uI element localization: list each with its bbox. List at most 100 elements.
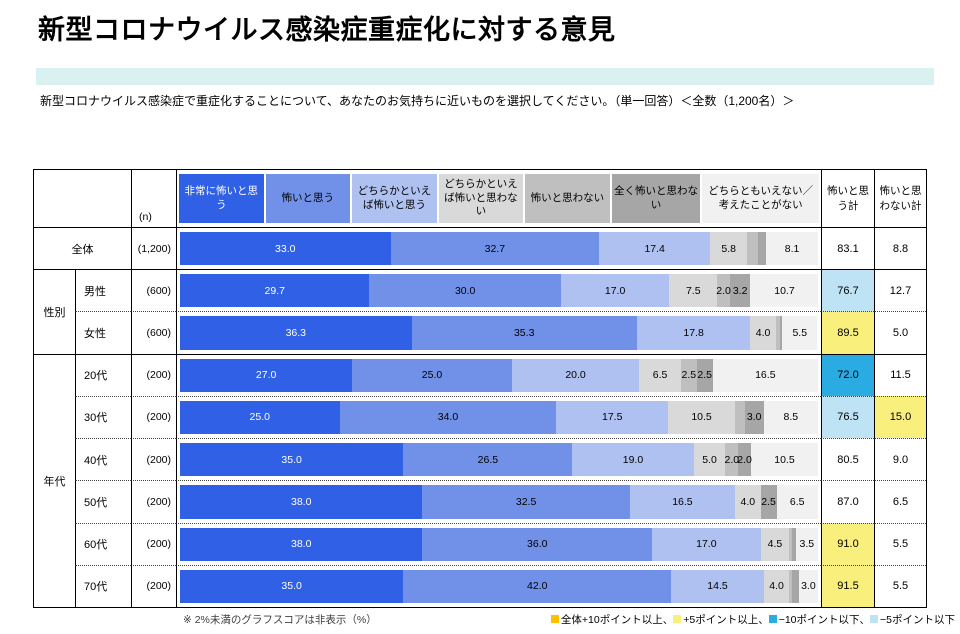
bar-segment-label: 10.5 (691, 411, 712, 424)
bar-segment: 6.5 (639, 358, 681, 392)
bar-segment-label: 6.5 (789, 495, 805, 508)
bar-segment: 32.5 (422, 485, 630, 519)
bar-segment-label: 38.0 (291, 495, 312, 508)
bar-segment-label: 2.0 (724, 453, 740, 466)
group-cell-age: 年代 (34, 353, 75, 607)
bar-segment-label: 27.0 (255, 369, 277, 382)
bar-segment-label: 34.0 (437, 411, 459, 424)
bar-segment: 36.0 (422, 527, 653, 561)
legend-item: −10ポイント以下、 (768, 612, 871, 627)
row-label-70s: 70代 (75, 564, 131, 607)
bar-segment: 4.0 (750, 316, 776, 350)
bar-segment: 25.0 (180, 400, 340, 435)
legend-label: −5ポイント以下 (880, 613, 955, 626)
bar-segment: 3.5 (795, 527, 818, 561)
bar-segment: 5.8 (710, 232, 748, 266)
bar-segment: 4.0 (763, 569, 790, 603)
bar-segment: 17.0 (560, 274, 670, 308)
bar-segment: 38.0 (180, 527, 423, 561)
bar-segment: 7.5 (669, 274, 718, 308)
bar-segment-label: 4.0 (740, 495, 756, 508)
bar-segment: 34.0 (339, 400, 557, 435)
bar-cell: 33.0 32.7 17.4 5.8 8.1 (176, 227, 821, 270)
bar-segment (789, 527, 793, 561)
n-cell: (200) (131, 564, 176, 607)
bar-segment-label: 16.5 (672, 495, 693, 508)
legend-label: −10ポイント以下、 (778, 613, 871, 626)
total-nofear-header: 怖いと思わない計 (874, 170, 926, 227)
bar-segment: 17.4 (599, 232, 711, 266)
total-fear-header: 怖いと思う計 (821, 170, 874, 227)
bar-segment (780, 316, 783, 350)
n-cell: (200) (131, 522, 176, 565)
legend-swatch-plus10-icon (550, 615, 559, 623)
bar-segment: 36.3 (180, 316, 412, 350)
n-cell: (200) (131, 480, 176, 523)
bar-segment: 2.5 (760, 485, 777, 519)
legend-item: +5ポイント以上、 (673, 612, 769, 627)
bar-segment: 14.5 (671, 569, 764, 603)
bar-segment: 3.0 (744, 400, 764, 435)
bar-segment-label: 2.5 (761, 495, 776, 508)
bar-segment: 20.0 (511, 358, 640, 392)
bar-segment: 2.0 (737, 443, 752, 477)
total-cell: 76.5 (821, 395, 874, 439)
total-cell: 11.5 (874, 353, 926, 396)
bar-segment (792, 527, 796, 561)
row-label-20s: 20代 (75, 353, 131, 396)
bar-segment-label: 3.5 (799, 538, 815, 551)
bar-segment (747, 232, 758, 266)
category-header: どちらかといえば怖いと思わない (438, 174, 524, 223)
legend-swatch-minus5-icon (870, 615, 879, 623)
bar-row-70s: 35.0 42.0 14.5 4.0 3.0 (180, 569, 818, 603)
bar-cell: 29.7 30.0 17.0 7.5 2.0 3.2 10.7 (176, 269, 821, 312)
survey-results-table: (n) 非常に怖いと思う 怖いと思う どちらかといえば怖いと思う どちらかといえば怖い… (33, 169, 927, 608)
bar-segment: 4.0 (735, 485, 761, 519)
corner-cell (34, 170, 131, 227)
bar-segment-label: 2.0 (716, 284, 731, 297)
bar-segment: 35.3 (411, 316, 637, 350)
bar-segment-label: 36.0 (527, 538, 548, 551)
total-cell: 8.8 (874, 227, 926, 270)
bar-segment: 17.8 (636, 316, 751, 350)
bar-row-40s: 35.0 26.5 19.0 5.0 2.0 2.0 10.5 (180, 443, 818, 477)
bar-segment-label: 10.5 (774, 453, 795, 466)
bar-segment: 3.2 (729, 274, 751, 308)
legend-swatch-plus5-icon (673, 615, 682, 623)
total-cell: 9.0 (874, 438, 926, 481)
bar-segment-label: 26.5 (477, 453, 499, 466)
bar-cell: 27.0 25.0 20.0 6.5 2.5 2.5 16.5 (176, 353, 821, 396)
category-headers: 非常に怖いと思う 怖いと思う どちらかといえば怖いと思う どちらかといえば怖いと思わな… (176, 170, 821, 227)
category-header: 怖いと思わない (525, 174, 610, 223)
bar-segment-label: 4.0 (755, 327, 771, 340)
total-cell: 89.5 (821, 311, 874, 354)
total-cell: 5.0 (874, 311, 926, 354)
bar-cell: 35.0 42.0 14.5 4.0 3.0 (176, 564, 821, 607)
bar-segment-label: 35.0 (281, 453, 302, 466)
bar-segment-label: 35.3 (513, 327, 535, 340)
bar-cell: 38.0 32.5 16.5 4.0 2.5 6.5 (176, 480, 821, 523)
bar-segment-label: 2.0 (737, 453, 752, 466)
bar-segment (789, 569, 793, 603)
n-cell: (200) (131, 438, 176, 481)
bar-segment: 10.5 (668, 400, 736, 435)
bar-cell: 38.0 36.0 17.0 4.5 3.5 (176, 522, 821, 565)
bar-segment: 27.0 (180, 358, 353, 392)
row-label-male: 男性 (75, 269, 131, 312)
bar-segment-label: 30.0 (454, 284, 476, 297)
bar-segment-label: 5.8 (721, 242, 736, 255)
bar-segment-label: 32.5 (515, 495, 537, 508)
total-cell: 91.0 (821, 522, 874, 565)
bar-segment: 17.0 (652, 527, 761, 561)
row-label-female: 女性 (75, 311, 131, 354)
bar-segment: 33.0 (180, 232, 391, 266)
bar-segment-label: 32.7 (484, 242, 506, 255)
bar-segment-label: 17.4 (644, 242, 665, 255)
bar-row-female: 36.3 35.3 17.8 4.0 5.5 (180, 316, 818, 350)
total-cell: 15.0 (874, 395, 926, 439)
legend-item: −5ポイント以下 (870, 612, 955, 627)
bar-segment: 8.1 (766, 232, 818, 266)
bar-segment (775, 316, 781, 350)
bar-segment-label: 3.0 (746, 411, 762, 424)
bar-segment: 25.0 (352, 358, 512, 392)
